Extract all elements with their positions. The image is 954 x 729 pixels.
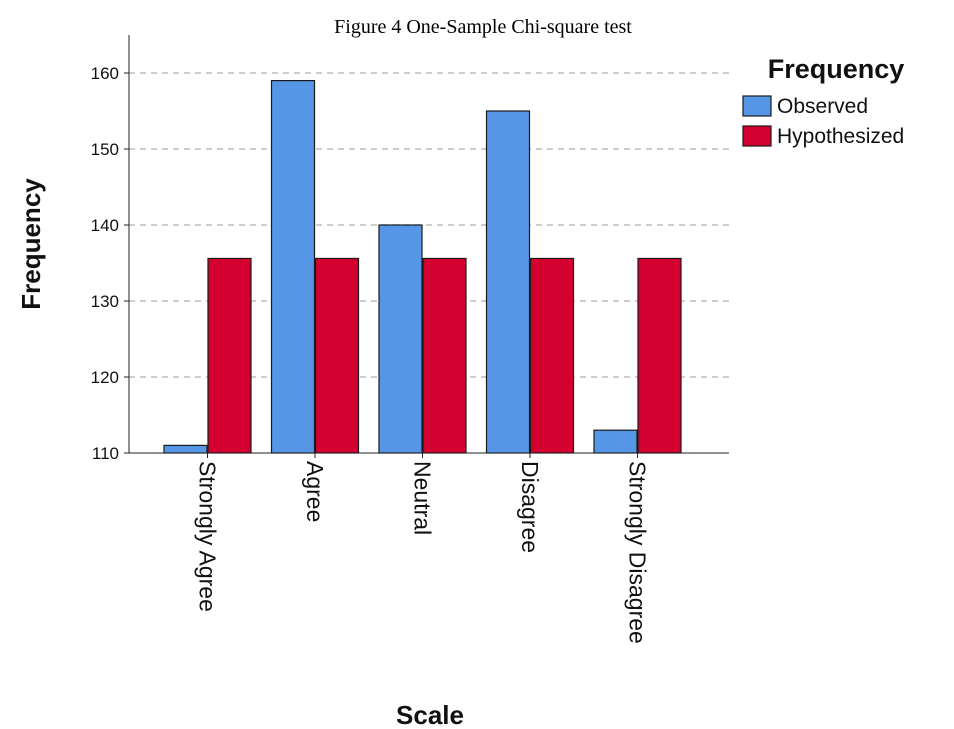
bar-hypothesized-neutral — [422, 257, 467, 454]
x-tick-label: Strongly Disagree — [625, 461, 651, 644]
y-tick-label: 160 — [91, 64, 119, 83]
x-tick-label: Neutral — [410, 461, 436, 535]
x-tick-label: Strongly Agree — [195, 461, 221, 612]
bar-observed-disagree — [485, 110, 531, 454]
bars — [163, 79, 682, 454]
bar-observed-strongly-disagree — [593, 429, 638, 454]
legend-label-hypothesized: Hypothesized — [777, 125, 904, 148]
bar-hypothesized-disagree — [529, 257, 575, 454]
bar-hypothesized-strongly-disagree — [637, 257, 682, 454]
y-tick-label: 130 — [91, 292, 119, 311]
x-tick-label: Disagree — [517, 461, 543, 553]
y-tick-label: 140 — [91, 216, 119, 235]
chart-title: Figure 4 One-Sample Chi-square test — [334, 16, 632, 38]
y-tick-label: 120 — [91, 368, 119, 387]
x-tick-label: Agree — [302, 461, 328, 522]
x-axis-title: Scale — [396, 700, 464, 729]
legend: Frequency Observed Hypothesized — [742, 54, 905, 148]
legend-label-observed: Observed — [777, 95, 868, 118]
y-axis-ticks: 110 120 130 140 150 160 — [91, 64, 129, 463]
y-tick-label: 150 — [91, 140, 119, 159]
x-axis-ticks: Strongly Agree Agree Neutral Disagree Strong… — [195, 453, 651, 644]
bar-hypothesized-agree — [314, 257, 360, 454]
bar-observed-agree — [270, 79, 316, 454]
y-axis-title: Frequency — [16, 178, 46, 310]
legend-swatch-hypothesized — [742, 125, 772, 147]
bar-hypothesized-strongly-agree — [207, 257, 252, 454]
bar-observed-neutral — [378, 224, 423, 454]
legend-swatch-observed — [742, 95, 772, 117]
y-tick-label: 110 — [92, 444, 119, 463]
legend-title: Frequency — [768, 54, 905, 84]
bar-observed-strongly-agree — [163, 444, 208, 454]
